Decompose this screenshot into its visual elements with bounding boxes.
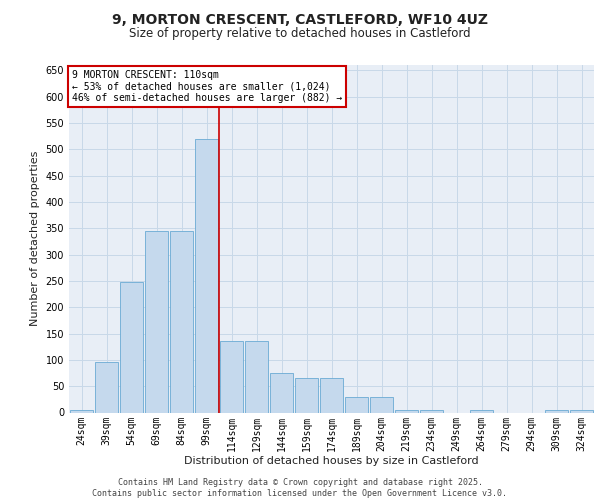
- Bar: [195, 138, 218, 412]
- Bar: [420, 410, 443, 412]
- X-axis label: Distribution of detached houses by size in Castleford: Distribution of detached houses by size …: [184, 456, 479, 466]
- Text: 9, MORTON CRESCENT, CASTLEFORD, WF10 4UZ: 9, MORTON CRESCENT, CASTLEFORD, WF10 4UZ: [112, 12, 488, 26]
- Bar: [120, 282, 143, 412]
- Bar: [370, 396, 393, 412]
- Bar: [320, 378, 343, 412]
- Bar: [220, 342, 243, 412]
- Bar: [145, 231, 168, 412]
- Bar: [295, 378, 318, 412]
- Bar: [270, 373, 293, 412]
- Bar: [470, 410, 493, 412]
- Bar: [570, 410, 593, 412]
- Bar: [395, 410, 418, 412]
- Text: 9 MORTON CRESCENT: 110sqm
← 53% of detached houses are smaller (1,024)
46% of se: 9 MORTON CRESCENT: 110sqm ← 53% of detac…: [71, 70, 342, 103]
- Bar: [245, 342, 268, 412]
- Y-axis label: Number of detached properties: Number of detached properties: [30, 151, 40, 326]
- Bar: [70, 410, 93, 412]
- Bar: [545, 410, 568, 412]
- Text: Size of property relative to detached houses in Castleford: Size of property relative to detached ho…: [129, 28, 471, 40]
- Bar: [345, 396, 368, 412]
- Bar: [170, 231, 193, 412]
- Bar: [95, 362, 118, 412]
- Text: Contains HM Land Registry data © Crown copyright and database right 2025.
Contai: Contains HM Land Registry data © Crown c…: [92, 478, 508, 498]
